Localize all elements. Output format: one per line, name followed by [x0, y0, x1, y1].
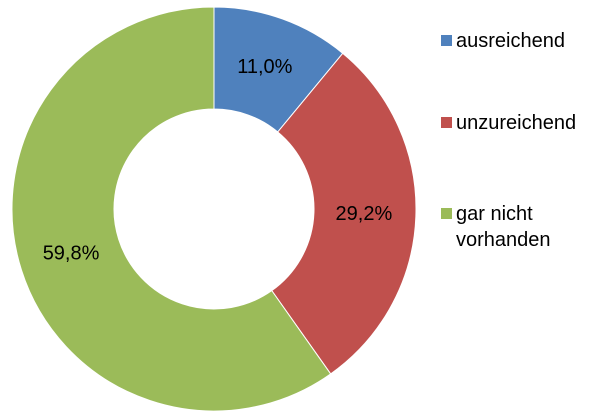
legend-swatch: [441, 208, 452, 219]
legend-label: ausreichend: [456, 30, 565, 52]
data-label: 29,2%: [336, 203, 393, 225]
donut-plot: 11,0% 29,2% 59,8%: [11, 6, 417, 412]
donut-slice: [11, 6, 332, 412]
donut-slice: [271, 52, 417, 375]
data-label: 11,0%: [237, 56, 292, 78]
legend-label: unzureichend: [456, 112, 577, 134]
data-label: 59,8%: [43, 243, 100, 265]
legend-swatch: [441, 35, 452, 46]
legend-swatch: [441, 117, 452, 128]
legend-label: gar nicht vorhanden: [456, 203, 551, 251]
